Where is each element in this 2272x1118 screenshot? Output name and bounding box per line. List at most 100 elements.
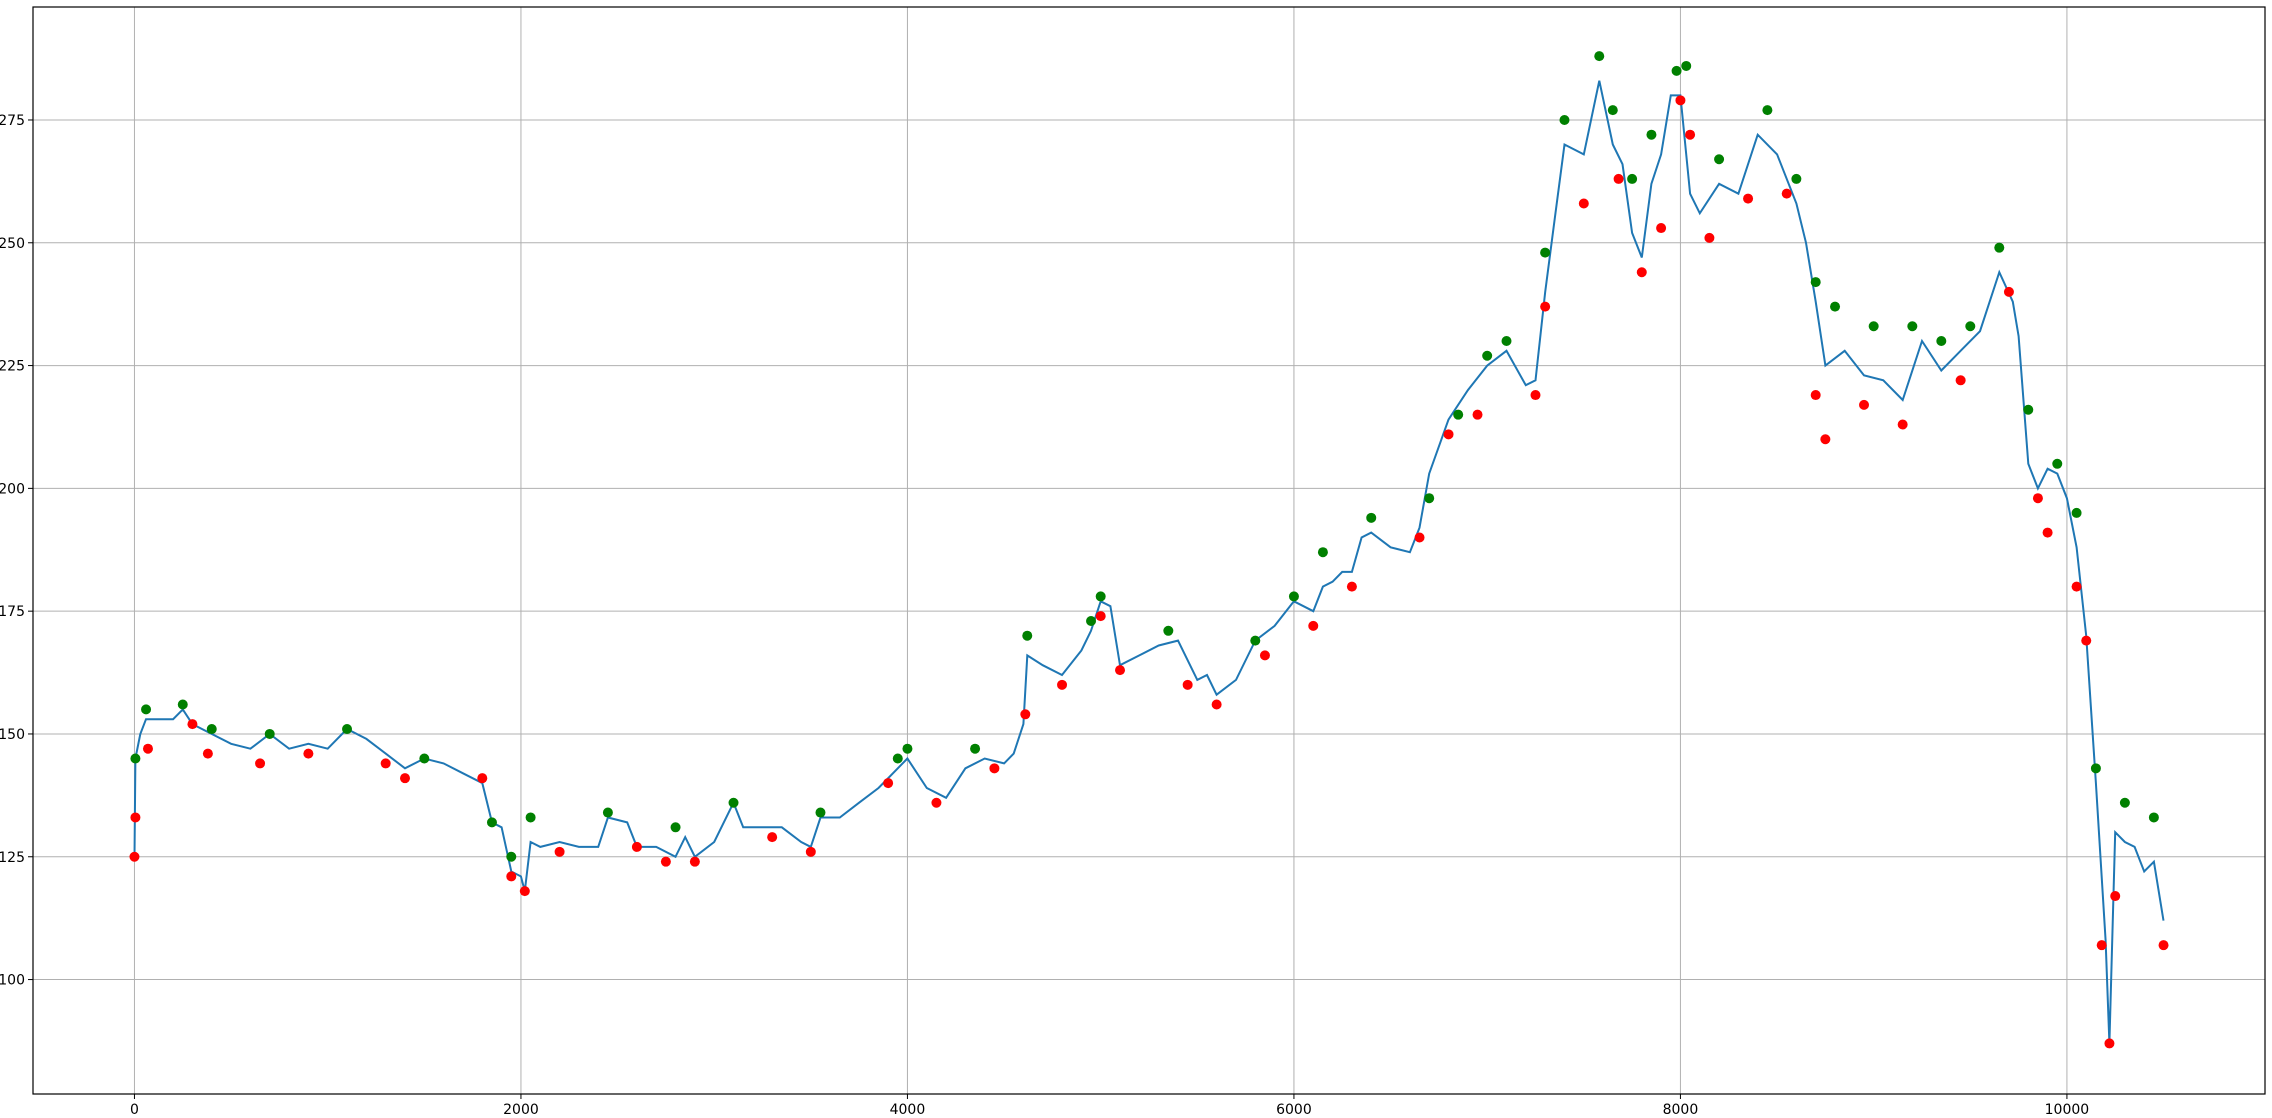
marker bbox=[805, 846, 816, 857]
marker bbox=[519, 886, 530, 897]
marker bbox=[506, 851, 517, 862]
marker bbox=[1057, 679, 1068, 690]
marker bbox=[1317, 547, 1328, 558]
marker bbox=[2119, 797, 2130, 808]
marker bbox=[1259, 650, 1270, 661]
marker bbox=[2071, 507, 2082, 518]
marker bbox=[1482, 350, 1493, 361]
marker bbox=[380, 758, 391, 769]
marker bbox=[1714, 154, 1725, 165]
marker bbox=[1791, 173, 1802, 184]
marker bbox=[1830, 301, 1841, 312]
marker bbox=[1868, 321, 1879, 332]
marker bbox=[129, 851, 140, 862]
line bbox=[133, 80, 2165, 1044]
marker bbox=[1022, 630, 1033, 641]
marker bbox=[2148, 812, 2159, 823]
marker bbox=[1530, 390, 1541, 401]
marker bbox=[525, 812, 536, 823]
marker bbox=[602, 807, 613, 818]
marker bbox=[970, 743, 981, 754]
x-tick-label: 6000 bbox=[1276, 1102, 1312, 1118]
marker bbox=[1907, 321, 1918, 332]
marker bbox=[202, 748, 213, 759]
marker bbox=[177, 699, 188, 710]
marker bbox=[1540, 247, 1551, 258]
x-tick-label: 10000 bbox=[2045, 1102, 2090, 1118]
marker bbox=[670, 822, 681, 833]
marker bbox=[1810, 390, 1821, 401]
marker bbox=[303, 748, 314, 759]
marker bbox=[1762, 105, 1773, 116]
marker bbox=[1472, 409, 1483, 420]
plot-frame bbox=[32, 6, 2266, 1095]
marker bbox=[1308, 620, 1319, 631]
marker bbox=[1414, 532, 1425, 543]
marker bbox=[1163, 625, 1174, 636]
marker bbox=[206, 724, 217, 735]
x-tick-label: 8000 bbox=[1663, 1102, 1699, 1118]
y-tick-label: 125 bbox=[0, 850, 25, 866]
marker bbox=[187, 719, 198, 730]
marker bbox=[1743, 193, 1754, 204]
marker bbox=[728, 797, 739, 808]
marker bbox=[2003, 286, 2014, 297]
marker bbox=[2023, 404, 2034, 415]
marker bbox=[1020, 709, 1031, 720]
marker bbox=[1656, 223, 1667, 234]
marker bbox=[141, 704, 152, 715]
x-tick-label: 2000 bbox=[503, 1102, 539, 1118]
marker bbox=[264, 728, 275, 739]
marker bbox=[931, 797, 942, 808]
marker bbox=[902, 743, 913, 754]
y-tick-label: 225 bbox=[0, 359, 25, 375]
marker bbox=[660, 856, 671, 867]
marker bbox=[1250, 635, 1261, 646]
marker bbox=[767, 832, 778, 843]
marker bbox=[486, 817, 497, 828]
marker bbox=[1095, 611, 1106, 622]
marker bbox=[892, 753, 903, 764]
marker bbox=[1453, 409, 1464, 420]
marker bbox=[2158, 940, 2169, 951]
marker bbox=[2110, 891, 2121, 902]
marker bbox=[2081, 635, 2092, 646]
marker bbox=[1559, 114, 1570, 125]
y-tick-label: 175 bbox=[0, 604, 25, 620]
marker bbox=[255, 758, 266, 769]
marker bbox=[1594, 51, 1605, 62]
marker bbox=[2096, 940, 2107, 951]
marker bbox=[1810, 277, 1821, 288]
x-tick-label: 4000 bbox=[890, 1102, 926, 1118]
marker bbox=[689, 856, 700, 867]
marker bbox=[815, 807, 826, 818]
marker bbox=[1965, 321, 1976, 332]
marker bbox=[477, 773, 488, 784]
marker bbox=[1820, 434, 1831, 445]
marker bbox=[1613, 173, 1624, 184]
marker bbox=[1607, 105, 1618, 116]
marker bbox=[1671, 65, 1682, 76]
marker bbox=[2032, 493, 2043, 504]
marker bbox=[1636, 267, 1647, 278]
marker bbox=[631, 841, 642, 852]
marker bbox=[1501, 336, 1512, 347]
marker bbox=[1781, 188, 1792, 199]
marker bbox=[1540, 301, 1551, 312]
marker bbox=[1182, 679, 1193, 690]
marker bbox=[130, 753, 141, 764]
marker bbox=[1994, 242, 2005, 253]
marker bbox=[130, 812, 141, 823]
marker bbox=[1646, 129, 1657, 140]
marker bbox=[419, 753, 430, 764]
marker bbox=[1211, 699, 1222, 710]
marker bbox=[2090, 763, 2101, 774]
marker bbox=[2071, 581, 2082, 592]
marker bbox=[1424, 493, 1435, 504]
x-tick-label: 0 bbox=[130, 1102, 139, 1118]
marker bbox=[1675, 95, 1686, 106]
marker bbox=[2052, 458, 2063, 469]
marker bbox=[883, 778, 894, 789]
